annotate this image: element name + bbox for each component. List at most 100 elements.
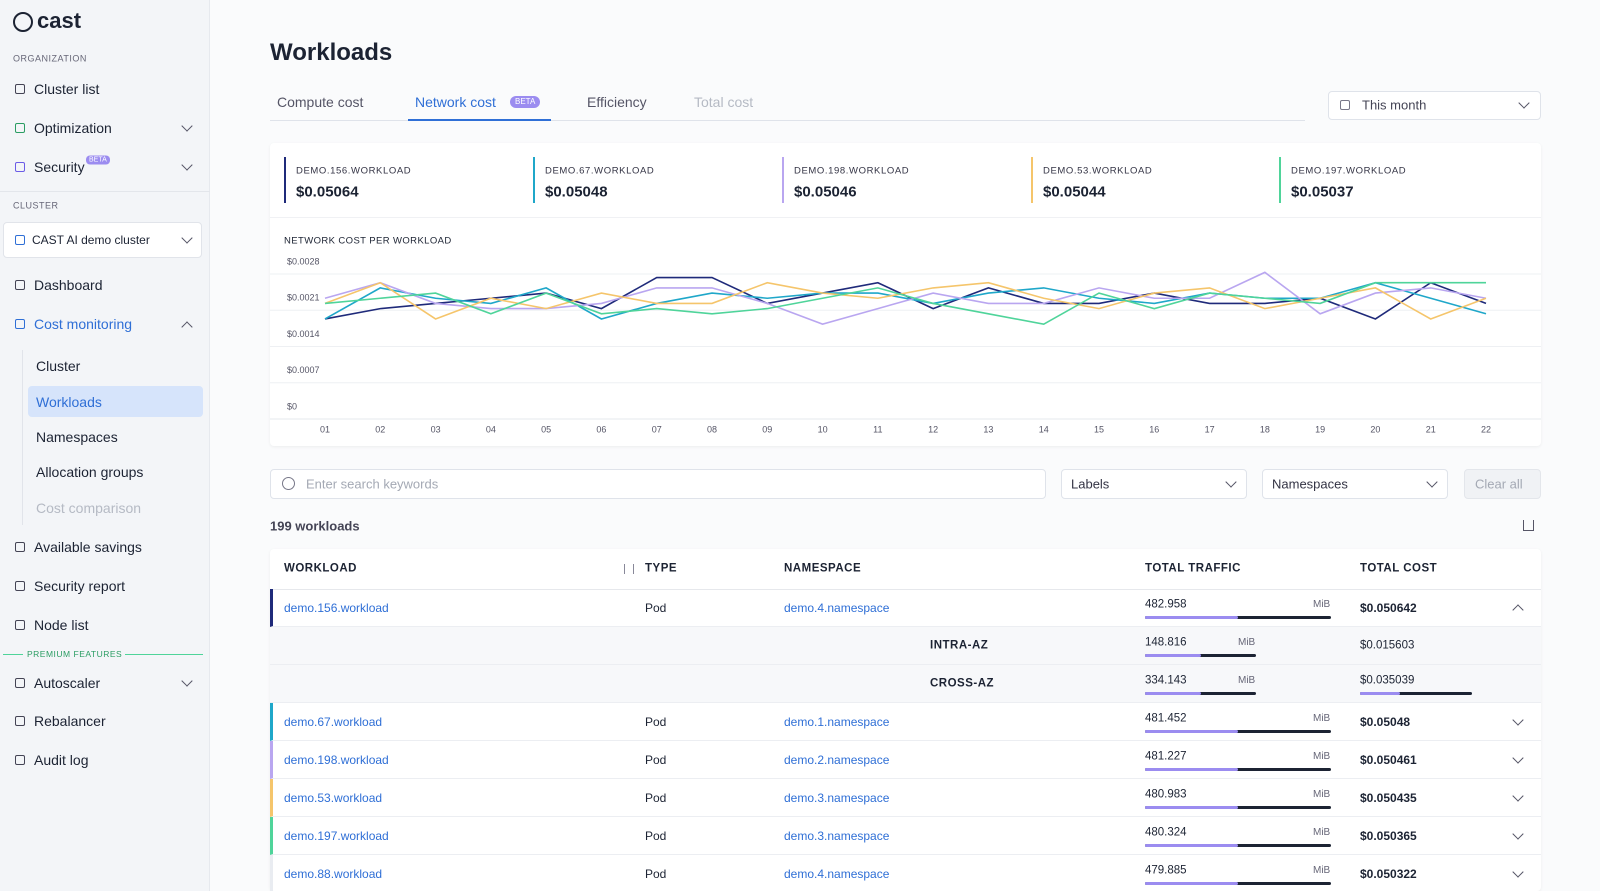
nav-item[interactable]: Cost monitoring	[34, 316, 133, 332]
traffic-bar	[1145, 882, 1331, 885]
cards-row	[270, 143, 1541, 218]
card-name: DEMO.53.WORKLOAD	[1043, 165, 1153, 177]
date-picker[interactable]	[1328, 91, 1541, 120]
namespace-link[interactable]: demo.3.namespace	[784, 829, 890, 843]
nav-item[interactable]: Cluster list	[34, 81, 100, 97]
date-picker-label: This month	[1362, 97, 1427, 113]
row[interactable]	[270, 703, 1541, 741]
workload-link[interactable]: demo.88.workload	[284, 867, 383, 881]
workload-link[interactable]: demo.156.workload	[284, 601, 389, 615]
namespace-link[interactable]: demo.2.namespace	[784, 753, 890, 767]
tab[interactable]: Total cost	[694, 94, 754, 110]
namespace-link[interactable]: demo.4.namespace	[784, 601, 890, 615]
column-header[interactable]: NAMESPACE	[784, 562, 862, 575]
column-resize	[624, 564, 634, 574]
column-header[interactable]: TYPE	[645, 562, 678, 575]
sub-nav-item[interactable]: Workloads	[36, 394, 102, 410]
sub-nav-item[interactable]: Cluster	[36, 358, 81, 374]
traffic-bar	[1145, 844, 1331, 847]
search-placeholder: Enter search keywords	[306, 476, 439, 492]
sub-nav-item: Cost comparison	[36, 500, 142, 516]
card-value: $0.05048	[545, 183, 608, 201]
premium-line	[125, 654, 203, 655]
traffic-bar-intra	[1145, 654, 1201, 657]
card-name: DEMO.67.WORKLOAD	[545, 165, 655, 177]
workload-link[interactable]: demo.67.workload	[284, 715, 383, 729]
sub-nav-item[interactable]: Allocation groups	[36, 464, 144, 480]
breakdown-label: INTRA-AZ	[930, 639, 989, 652]
cost-bar	[1360, 692, 1472, 695]
row[interactable]	[270, 741, 1541, 779]
card-name: DEMO.198.WORKLOAD	[794, 165, 910, 177]
tab[interactable]: Efficiency	[587, 94, 647, 110]
traffic-unit: MiB	[1313, 789, 1331, 800]
tabs-line	[270, 120, 1305, 121]
icon	[15, 162, 25, 172]
nav-item[interactable]: Security report	[34, 578, 126, 594]
traffic-value: 480.324	[1145, 826, 1187, 839]
nav-item[interactable]: Node list	[34, 617, 89, 633]
type: Pod	[645, 791, 667, 805]
row[interactable]	[270, 779, 1541, 817]
workload-link[interactable]: demo.198.workload	[284, 753, 389, 767]
icon	[15, 235, 25, 245]
type: Pod	[645, 715, 667, 729]
filter-select[interactable]	[1061, 469, 1247, 499]
icon	[15, 542, 25, 552]
tab[interactable]: Compute cost	[277, 94, 364, 110]
sub-nav-item[interactable]: Namespaces	[36, 429, 118, 445]
traffic-bar	[1145, 806, 1331, 809]
clear-label[interactable]: Clear all	[1475, 476, 1523, 492]
traffic-bar-intra	[1145, 882, 1238, 885]
cluster-select[interactable]	[3, 222, 202, 258]
icon	[1340, 100, 1350, 110]
nav-item[interactable]: Optimization	[34, 120, 112, 136]
breakdown-row	[270, 627, 1541, 665]
nav-highlight	[28, 386, 203, 417]
workload-link[interactable]: demo.53.workload	[284, 791, 383, 805]
traffic-bar	[1145, 730, 1331, 733]
namespace-link[interactable]: demo.3.namespace	[784, 791, 890, 805]
tab[interactable]: Network cost	[415, 94, 496, 110]
search[interactable]	[270, 469, 1046, 499]
row[interactable]	[270, 589, 1541, 627]
row[interactable]	[270, 855, 1541, 891]
nav-item[interactable]: Dashboard	[34, 277, 103, 293]
nav-item[interactable]: Audit log	[34, 752, 89, 768]
row[interactable]	[270, 817, 1541, 855]
card-value: $0.05064	[296, 183, 359, 201]
export-icon[interactable]	[1523, 520, 1534, 531]
nav-item[interactable]: Available savings	[34, 539, 142, 555]
icon	[15, 319, 25, 329]
logo-mark	[13, 12, 33, 32]
namespace-link[interactable]: demo.4.namespace	[784, 867, 890, 881]
column-header[interactable]: TOTAL TRAFFIC	[1145, 562, 1241, 575]
card-value: $0.05044	[1043, 183, 1106, 201]
card-accent	[1031, 157, 1033, 203]
nav-item[interactable]: Autoscaler	[34, 675, 101, 691]
divider	[0, 191, 210, 192]
breakdown-label: CROSS-AZ	[930, 677, 995, 690]
namespace-link[interactable]: demo.1.namespace	[784, 715, 890, 729]
nav-item[interactable]: Security	[34, 159, 85, 175]
column-header[interactable]: TOTAL COST	[1360, 562, 1438, 575]
clear-button[interactable]	[1464, 469, 1541, 499]
column-header[interactable]: WORKLOAD	[284, 562, 357, 575]
nav-item[interactable]: Rebalancer	[34, 713, 106, 729]
beta-badge: BETA	[510, 96, 541, 108]
filter-select[interactable]	[1262, 469, 1448, 499]
card-value: $0.05037	[1291, 183, 1354, 201]
card-accent	[1279, 157, 1281, 203]
traffic-value: 148.816	[1145, 636, 1187, 649]
breakdown-row	[270, 665, 1541, 703]
traffic-unit: MiB	[1313, 865, 1331, 876]
traffic-unit: MiB	[1313, 713, 1331, 724]
workload-count: 199 workloads	[270, 518, 360, 534]
table	[270, 549, 1541, 891]
workload-link[interactable]: demo.197.workload	[284, 829, 389, 843]
traffic-unit: MiB	[1238, 637, 1256, 648]
card-name: DEMO.197.WORKLOAD	[1291, 165, 1407, 177]
icon	[15, 84, 25, 94]
search-icon	[282, 477, 295, 490]
type: Pod	[645, 601, 667, 615]
